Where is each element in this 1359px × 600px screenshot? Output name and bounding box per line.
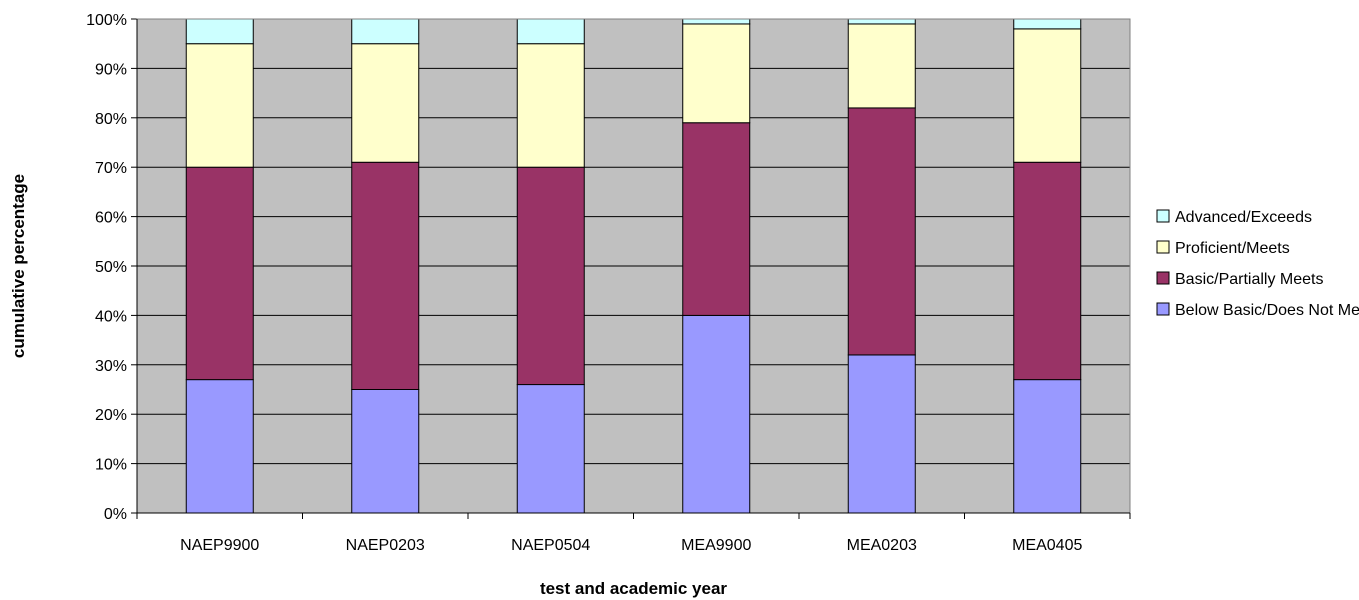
bar-segment <box>516 18 585 45</box>
bar-segment <box>682 314 751 514</box>
bar-segment <box>351 18 420 45</box>
x-axis-title: test and academic year <box>540 579 727 598</box>
y-tick-label: 20% <box>95 407 127 424</box>
axes <box>131 18 1131 519</box>
x-tick-label: MEA0203 <box>847 537 917 554</box>
y-tick-label: 0% <box>104 506 127 523</box>
y-tick-label: 40% <box>95 308 127 325</box>
legend: Advanced/Exceeds Proficient/Meets Basic/Pa… <box>1156 209 1359 319</box>
x-tick-label: NAEP0504 <box>511 537 590 554</box>
bar-segment <box>185 43 254 168</box>
legend-label: Below Basic/Does Not Meet <box>1175 302 1359 319</box>
y-tick-label: 50% <box>95 259 127 276</box>
bar-segment <box>1013 28 1082 163</box>
y-tick-label: 80% <box>95 111 127 128</box>
y-tick-labels: 0% 10% 20% 30% 40% 50% 60% 70% 80% 90% 100% <box>86 12 127 523</box>
bar-segment <box>351 161 420 390</box>
bar-segment <box>185 166 254 381</box>
x-tick-label: MEA9900 <box>681 537 751 554</box>
bar-segment <box>1013 379 1082 514</box>
x-tick-labels: NAEP9900 NAEP0203 NAEP0504 MEA9900 MEA0203 ME… <box>180 537 1082 554</box>
bar-segment <box>847 354 916 514</box>
bar-segment <box>682 23 751 124</box>
x-tick-label: NAEP9900 <box>180 537 259 554</box>
bar-segment <box>185 379 254 514</box>
bar-segment <box>185 18 254 45</box>
x-tick-label: NAEP0203 <box>346 537 425 554</box>
bar-segment <box>351 389 420 514</box>
y-tick-label: 100% <box>86 12 127 29</box>
y-tick-label: 70% <box>95 160 127 177</box>
x-tick-label: MEA0405 <box>1012 537 1082 554</box>
bar-segment <box>1013 18 1082 30</box>
legend-swatch <box>1156 240 1170 254</box>
bar-segment <box>516 43 585 168</box>
y-tick-label: 90% <box>95 61 127 78</box>
bar-segment <box>516 166 585 386</box>
bar-segment <box>847 107 916 356</box>
y-axis-title: cumulative percentage <box>9 174 28 358</box>
bar-segment <box>351 43 420 163</box>
y-tick-label: 10% <box>95 457 127 474</box>
legend-label: Advanced/Exceeds <box>1175 209 1312 226</box>
legend-swatch <box>1156 271 1170 285</box>
legend-swatch <box>1156 302 1170 316</box>
legend-swatch <box>1156 209 1170 223</box>
legend-label: Proficient/Meets <box>1175 240 1290 257</box>
y-tick-label: 60% <box>95 210 127 227</box>
bar-segment <box>847 23 916 109</box>
legend-label: Basic/Partially Meets <box>1175 271 1324 288</box>
bar-segment <box>847 18 916 25</box>
bar-segment <box>682 122 751 316</box>
bar-segment <box>1013 161 1082 381</box>
bar-segment <box>516 384 585 514</box>
bar-segment <box>682 18 751 25</box>
bars <box>185 18 1082 514</box>
y-tick-label: 30% <box>95 358 127 375</box>
